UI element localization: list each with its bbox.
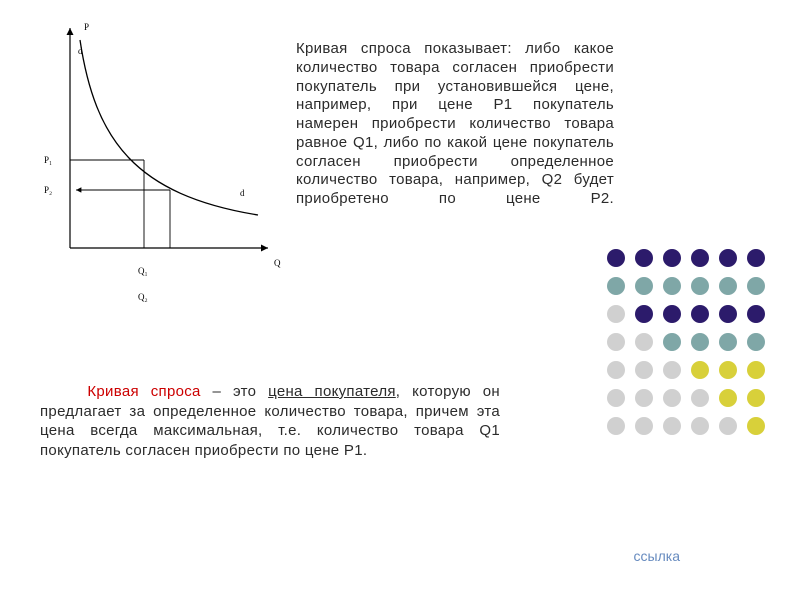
svg-text:d: d <box>78 46 83 56</box>
dot-pattern-decoration <box>604 246 772 456</box>
svg-text:Q: Q <box>274 258 281 268</box>
term-demand-curve: Кривая спроса <box>87 383 200 400</box>
svg-text:d: d <box>240 188 245 198</box>
reference-link[interactable]: ссылка <box>634 548 680 564</box>
svg-text:P₁: P₁ <box>44 155 52 165</box>
svg-text:Q₁: Q₁ <box>138 266 148 276</box>
top-paragraph: Кривая спроса показывает: либо какое кол… <box>296 40 614 209</box>
demand-curve-chart: P Qd d P₁ P₂ Q₁ Q₂ <box>40 20 300 320</box>
svg-text:P: P <box>84 22 89 32</box>
top-paragraph-text: Кривая спроса показывает: либо какое кол… <box>296 40 614 207</box>
svg-text:P₂: P₂ <box>44 185 52 195</box>
svg-text:Q₂: Q₂ <box>138 292 148 302</box>
para2-mid: – это <box>201 383 268 400</box>
term-buyer-price: цена покупателя <box>268 383 396 400</box>
bottom-paragraph: Кривая спроса – это цена покупателя, кот… <box>40 382 500 460</box>
